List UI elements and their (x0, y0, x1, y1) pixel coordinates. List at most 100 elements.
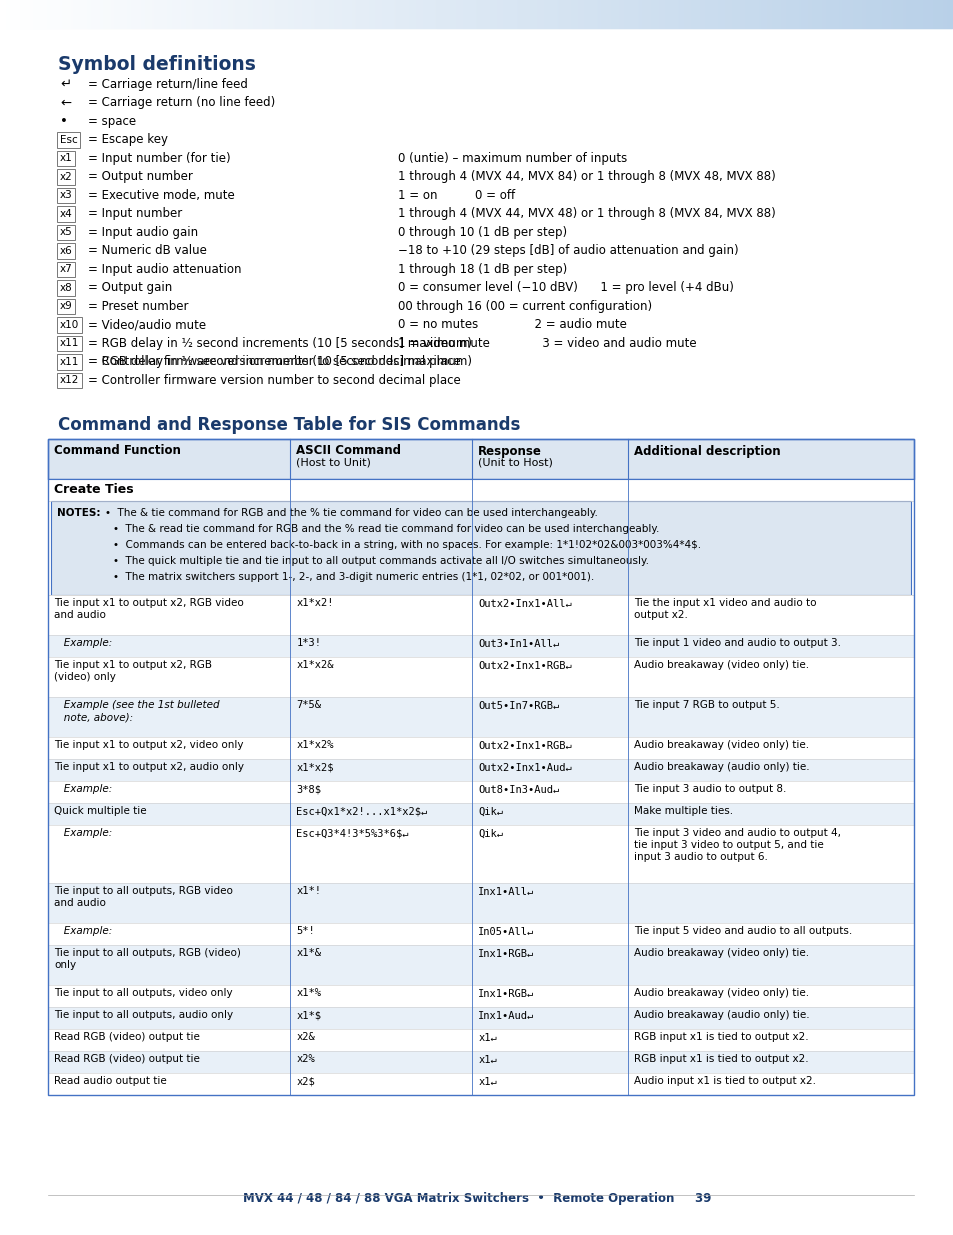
Text: = RGB delay in ½ second increments (10 [5 seconds] maximum): = RGB delay in ½ second increments (10 [… (88, 337, 472, 350)
Text: Tie input to all outputs, RGB video
and audio: Tie input to all outputs, RGB video and … (54, 887, 233, 908)
Text: Example:: Example: (54, 829, 112, 839)
Text: Out8•In3•Aud↵: Out8•In3•Aud↵ (477, 784, 559, 794)
Text: Tie input x1 to output x2, video only: Tie input x1 to output x2, video only (54, 741, 243, 751)
Text: = Controller firmware version number to second decimal place: = Controller firmware version number to … (88, 374, 621, 387)
Text: Audio breakaway (video only) tie.: Audio breakaway (video only) tie. (634, 741, 808, 751)
Text: Esc+Q3*4!3*5%3*6$↵: Esc+Q3*4!3*5%3*6$↵ (296, 829, 409, 839)
Text: Tie input x1 to output x2, RGB
(video) only: Tie input x1 to output x2, RGB (video) o… (54, 661, 212, 682)
Bar (48, 438, 913, 1094)
Text: Tie input 7 RGB to output 5.: Tie input 7 RGB to output 5. (634, 700, 780, 710)
Text: = Output gain: = Output gain (88, 282, 172, 294)
Text: ↵: ↵ (60, 78, 71, 91)
Text: x11: x11 (60, 357, 79, 367)
Text: x10: x10 (60, 320, 79, 330)
Text: Inx1•Aud↵: Inx1•Aud↵ (477, 1010, 534, 1020)
Text: Symbol definitions: Symbol definitions (58, 56, 255, 74)
Bar (48, 803, 913, 825)
Text: x1*x2$: x1*x2$ (296, 762, 334, 773)
Text: MVX 44 / 48 / 84 / 88 VGA Matrix Switchers  •  Remote Operation     39: MVX 44 / 48 / 84 / 88 VGA Matrix Switche… (243, 1192, 710, 1205)
Text: Audio input x1 is tied to output x2.: Audio input x1 is tied to output x2. (634, 1077, 816, 1087)
Text: = space: = space (88, 115, 136, 128)
Text: Tie input 1 video and audio to output 3.: Tie input 1 video and audio to output 3. (634, 638, 841, 648)
Text: x4: x4 (60, 209, 72, 219)
Text: x12: x12 (60, 357, 79, 367)
Text: = Escape key: = Escape key (88, 133, 168, 147)
Bar (48, 594, 913, 635)
Text: = Video/audio mute: = Video/audio mute (88, 319, 206, 331)
Text: = Carriage return/line feed: = Carriage return/line feed (88, 78, 248, 91)
Text: x1*$: x1*$ (296, 1010, 321, 1020)
Text: 0 through 10 (1 dB per step): 0 through 10 (1 dB per step) (397, 226, 566, 238)
Text: x1*x2%: x1*x2% (296, 741, 334, 751)
Text: x1*&: x1*& (296, 948, 321, 958)
Text: x7: x7 (60, 264, 72, 274)
Text: x11: x11 (60, 338, 79, 348)
Text: = RGB delay in ½ second increments (10 [5 seconds] maximum): = RGB delay in ½ second increments (10 [… (88, 356, 633, 368)
Bar (48, 945, 913, 984)
Text: 00 through 16 (00 = current configuration): 00 through 16 (00 = current configuratio… (397, 300, 652, 312)
Text: 0 (untie) – maximum number of inputs: 0 (untie) – maximum number of inputs (397, 152, 626, 165)
Text: Tie input to all outputs, video only: Tie input to all outputs, video only (54, 988, 233, 999)
Text: x11: x11 (60, 357, 79, 367)
Text: 0 = no mutes               2 = audio mute: 0 = no mutes 2 = audio mute (397, 319, 626, 331)
Text: = Input audio gain: = Input audio gain (88, 226, 198, 238)
Bar (51, 500, 910, 594)
Text: Inx1•RGB↵: Inx1•RGB↵ (477, 948, 534, 958)
Text: Out5•In7•RGB↵: Out5•In7•RGB↵ (477, 700, 559, 710)
Text: Command and Response Table for SIS Commands: Command and Response Table for SIS Comma… (58, 416, 519, 435)
Bar (48, 478, 913, 500)
Text: x1*%: x1*% (296, 988, 321, 999)
Text: 7*5&: 7*5& (296, 700, 321, 710)
Text: •  Commands can be entered back-to-back in a string, with no spaces. For example: • Commands can be entered back-to-back i… (112, 540, 700, 550)
Text: Audio breakaway (audio only) tie.: Audio breakaway (audio only) tie. (634, 762, 809, 773)
Text: Example (see the 1st bulleted
   note, above):: Example (see the 1st bulleted note, abov… (54, 700, 219, 722)
Bar (48, 825, 913, 883)
Text: 1 = video mute              3 = video and audio mute: 1 = video mute 3 = video and audio mute (397, 337, 696, 350)
Text: x6: x6 (60, 246, 72, 256)
Text: 0 = consumer level (−10 dBV)      1 = pro level (+4 dBu): 0 = consumer level (−10 dBV) 1 = pro lev… (397, 282, 733, 294)
Bar (48, 883, 913, 923)
Text: •  The & read tie command for RGB and the % read tie command for video can be us: • The & read tie command for RGB and the… (112, 524, 659, 534)
Text: Audio breakaway (audio only) tie.: Audio breakaway (audio only) tie. (634, 1010, 809, 1020)
Text: Read audio output tie: Read audio output tie (54, 1077, 167, 1087)
Text: Example:: Example: (54, 784, 112, 794)
Text: x12: x12 (60, 375, 79, 385)
Text: Outx2•Inx1•RGB↵: Outx2•Inx1•RGB↵ (477, 741, 572, 751)
Text: = Numeric dB value: = Numeric dB value (88, 245, 207, 257)
Text: 1 through 4 (MVX 44, MVX 48) or 1 through 8 (MVX 84, MVX 88): 1 through 4 (MVX 44, MVX 48) or 1 throug… (397, 207, 775, 220)
Text: 5*!: 5*! (296, 926, 314, 936)
Text: RGB input x1 is tied to output x2.: RGB input x1 is tied to output x2. (634, 1032, 808, 1042)
Text: 1 = on          0 = off: 1 = on 0 = off (397, 189, 515, 201)
Text: x1↵: x1↵ (477, 1032, 497, 1042)
Text: = Preset number: = Preset number (88, 300, 189, 312)
Text: Inx1•All↵: Inx1•All↵ (477, 887, 534, 897)
Text: = Executive mode, mute: = Executive mode, mute (88, 189, 234, 201)
Bar (48, 984, 913, 1007)
Text: Tie the input x1 video and audio to
output x2.: Tie the input x1 video and audio to outp… (634, 599, 816, 620)
Text: x5: x5 (60, 227, 72, 237)
Text: x1: x1 (60, 153, 72, 163)
Text: Qik↵: Qik↵ (477, 806, 503, 816)
Text: x2%: x2% (296, 1055, 314, 1065)
Text: Tie input 3 audio to output 8.: Tie input 3 audio to output 8. (634, 784, 786, 794)
Text: ASCII Command: ASCII Command (296, 445, 401, 457)
Text: Response: Response (477, 445, 541, 457)
Text: −18 to +10 (29 steps [dB] of audio attenuation and gain): −18 to +10 (29 steps [dB] of audio atten… (397, 245, 738, 257)
Text: Example:: Example: (54, 638, 112, 648)
Bar (48, 1007, 913, 1029)
Text: Audio breakaway (video only) tie.: Audio breakaway (video only) tie. (634, 948, 808, 958)
Text: Make multiple ties.: Make multiple ties. (634, 806, 733, 816)
Text: x1↵: x1↵ (477, 1055, 497, 1065)
Text: •  The & tie command for RGB and the % tie command for video can be used interch: • The & tie command for RGB and the % ti… (105, 508, 598, 517)
Text: Tie input 5 video and audio to all outputs.: Tie input 5 video and audio to all outpu… (634, 926, 852, 936)
Text: 1*3!: 1*3! (296, 638, 321, 648)
Text: x1*!: x1*! (296, 887, 321, 897)
Text: Qik↵: Qik↵ (477, 829, 503, 839)
Text: Out3•In1•All↵: Out3•In1•All↵ (477, 638, 559, 648)
Text: = Carriage return (no line feed): = Carriage return (no line feed) (88, 96, 275, 110)
Text: Quick multiple tie: Quick multiple tie (54, 806, 147, 816)
Text: Esc+Qx1*x2!...x1*x2$↵: Esc+Qx1*x2!...x1*x2$↵ (296, 806, 427, 816)
Text: •  The matrix switchers support 1-, 2-, and 3-digit numeric entries (1*1, 02*02,: • The matrix switchers support 1-, 2-, a… (112, 572, 594, 582)
Text: Outx2•Inx1•RGB↵: Outx2•Inx1•RGB↵ (477, 661, 572, 671)
Text: In05•All↵: In05•All↵ (477, 926, 534, 936)
